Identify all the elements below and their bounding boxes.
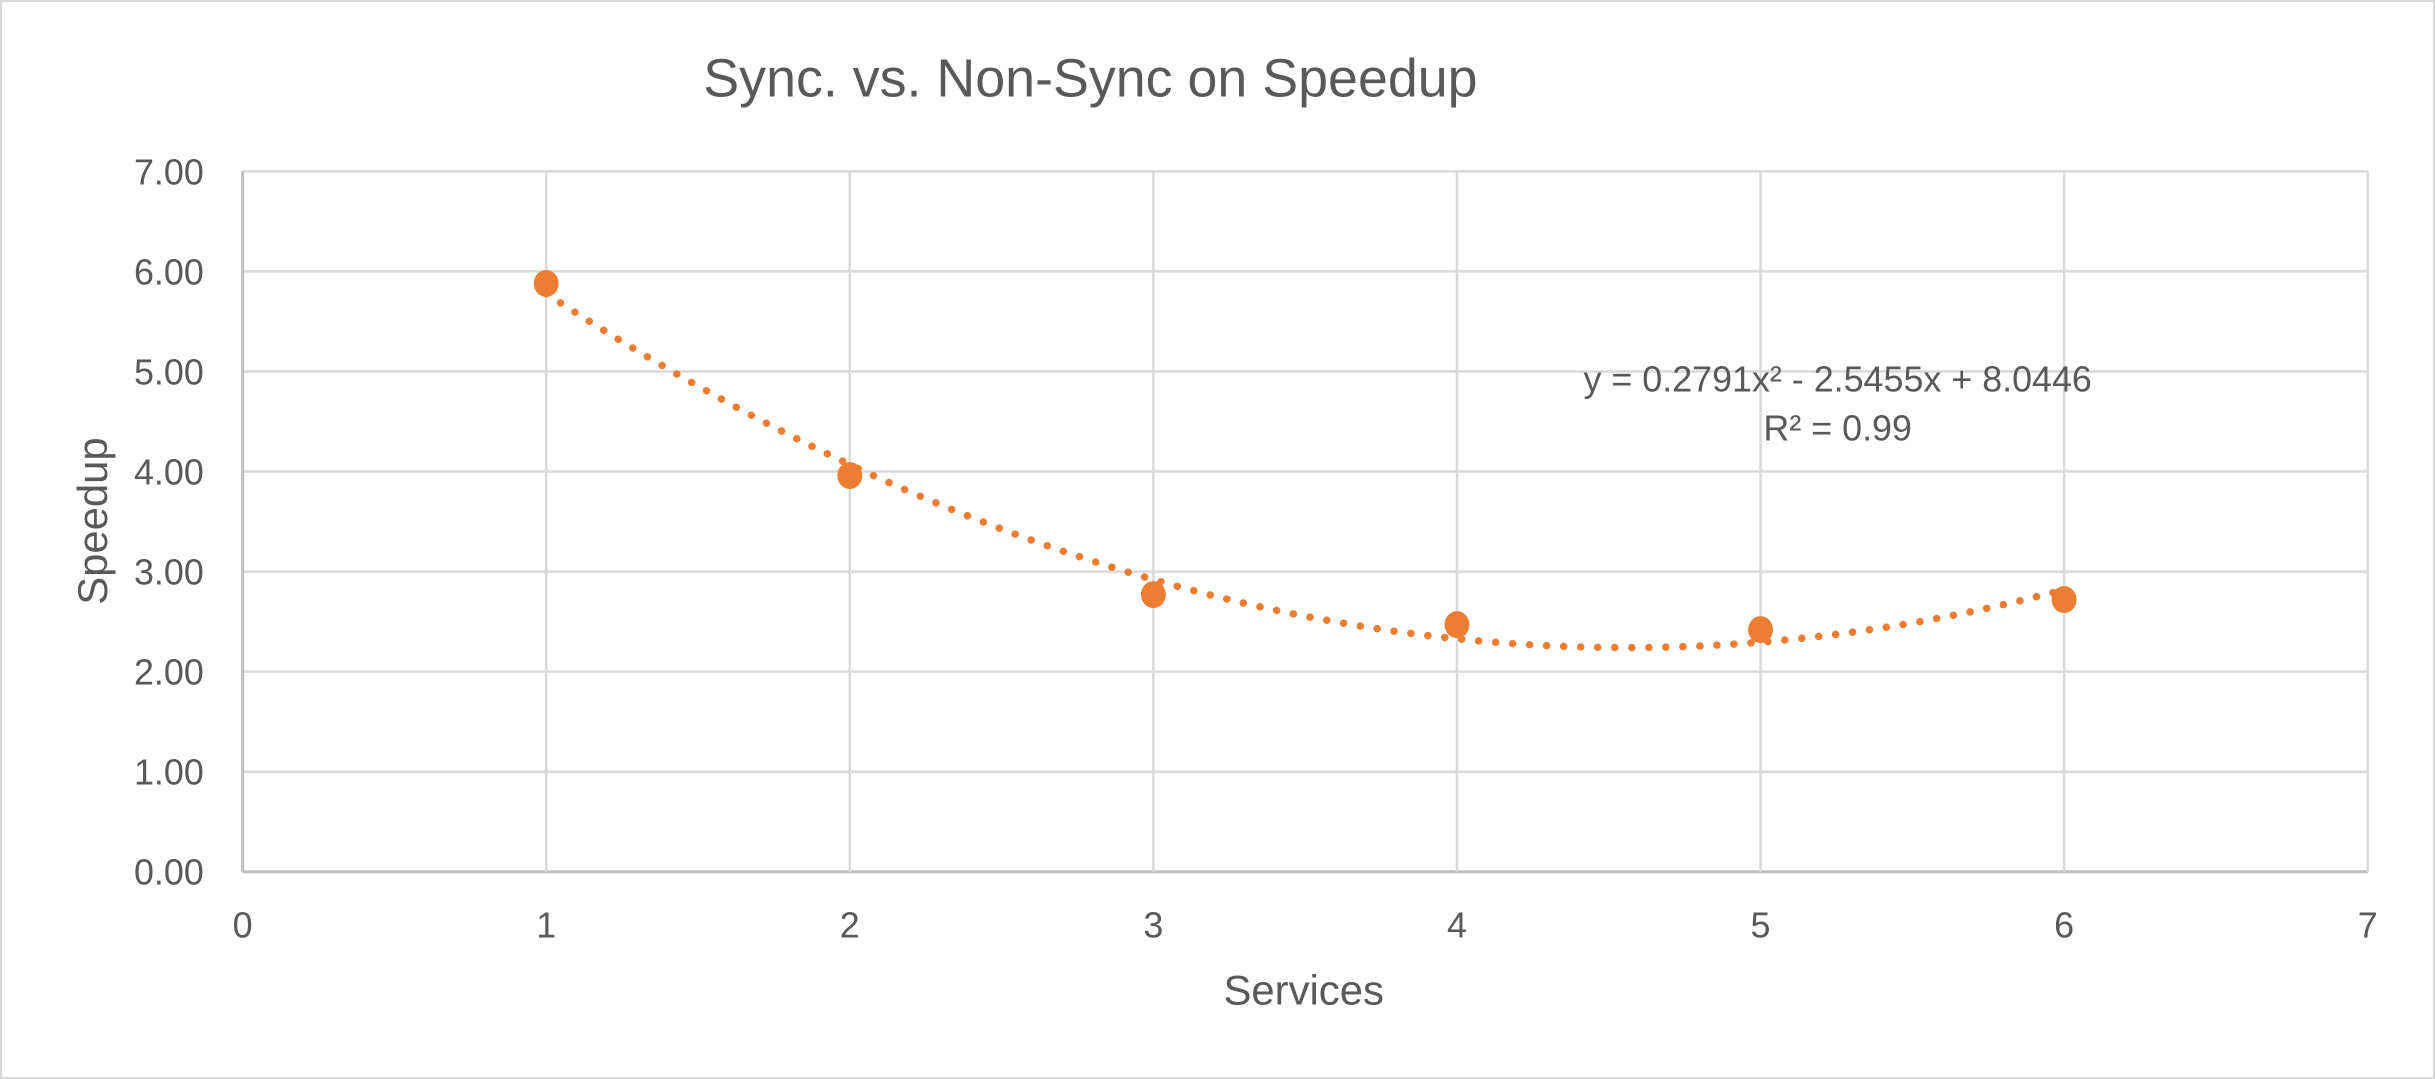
x-tick-label: 6 (2054, 906, 2074, 946)
x-tick-label: 1 (536, 906, 556, 946)
x-tick-label: 0 (233, 906, 253, 946)
x-tick-label: 5 (1751, 906, 1771, 946)
y-tick-label: 3.00 (134, 553, 204, 593)
trendline-path (542, 289, 2068, 652)
gridlines-layer (241, 170, 2369, 874)
y-tick-label: 2.00 (134, 653, 204, 693)
data-points-layer (533, 269, 2077, 644)
y-tick-label: 6.00 (134, 252, 204, 292)
x-tick-label: 7 (2358, 906, 2378, 946)
data-point-marker (1444, 611, 1470, 639)
trendline-layer (542, 289, 2068, 652)
data-point-marker (2051, 586, 2077, 614)
x-axis-title: Services (1223, 966, 1383, 1013)
chart-title: Sync. vs. Non-Sync on Speedup (703, 49, 1477, 109)
x-tick-label: 3 (1143, 906, 1163, 946)
trendline-equation-label: y = 0.2791x² - 2.5455x + 8.0446 (1584, 360, 2092, 400)
y-tick-label: 4.00 (134, 452, 204, 492)
y-tick-label: 0.00 (134, 853, 204, 893)
y-tick-label: 5.00 (134, 352, 204, 392)
x-tick-label: 4 (1447, 906, 1467, 946)
y-tick-label: 1.00 (134, 753, 204, 793)
r-squared-label: R² = 0.99 (1763, 408, 1912, 448)
tick-labels-layer: 0.00 1.00 2.00 3.00 4.00 5.00 6.00 7.00 0 1 2 3 4 5 6 7 (134, 152, 2378, 945)
data-point-marker (1140, 581, 1166, 609)
data-point-marker (837, 462, 863, 489)
data-point-marker (1748, 616, 1774, 644)
data-point-marker (533, 269, 559, 297)
y-axis-title: Speedup (69, 437, 116, 604)
x-tick-label: 2 (840, 906, 860, 946)
y-tick-label: 7.00 (134, 152, 204, 192)
